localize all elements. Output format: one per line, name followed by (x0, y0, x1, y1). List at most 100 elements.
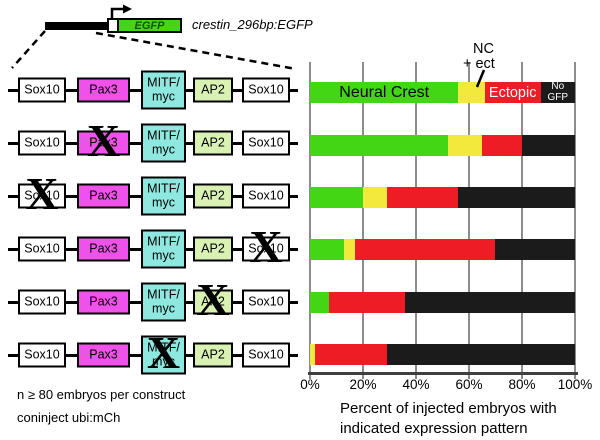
zoom-dash-left (11, 30, 46, 69)
bar-segment-no-gfp (458, 187, 575, 208)
zoom-dash-right (95, 31, 297, 71)
x-tick-0: 0% (300, 377, 320, 392)
site-box-label: myc (152, 301, 175, 315)
bar-segment-neural-crest: Neural Crest (310, 82, 459, 103)
x-tick-100: 100% (557, 377, 593, 392)
site-box-sox10: Sox10 (18, 289, 66, 315)
site-box-mitf-myc: MITF/myc (141, 229, 186, 269)
nc-ect-annotation: NC + ect (463, 42, 495, 71)
site-box-pax3: Pax3 (77, 130, 130, 156)
site-box-label: MITF/ (147, 234, 180, 249)
construct-row-sox10-right-site-mutated: Sox10 Pax3 MITF/myc AP2 Sox10 X (8, 221, 298, 273)
site-box-pax3: Pax3 (77, 77, 130, 103)
coinjection-note: coninject ubi:mCh (17, 409, 121, 425)
mutation-x-mark: X (249, 221, 283, 273)
construct-row-pax3-site-mutated: Sox10 Pax3 MITF/myc AP2 Sox10 X (8, 115, 298, 167)
neural-crest-label: Neural Crest (339, 83, 430, 101)
bar-mitf-myc-site-x (310, 344, 575, 365)
site-box-label: MITF/ (147, 287, 180, 302)
site-box-mitf-myc: MITF/myc (141, 70, 186, 110)
site-box-sox10: Sox10 (242, 130, 290, 156)
site-box-mitf-myc: MITF/myc (141, 123, 186, 163)
site-box-sox10: Sox10 (18, 183, 66, 209)
x-axis-title-line2: indicated expression pattern (340, 420, 528, 438)
site-box-ap2: AP2 (193, 130, 233, 156)
x-tick-80: 80% (508, 377, 536, 392)
footer-notes: n ≥ 80 embryos per construct coninject u… (17, 384, 185, 430)
site-box-mitf-myc: MITF/myc (141, 176, 186, 216)
site-box-label: myc (152, 89, 175, 103)
bar-segment-ectopic (315, 344, 387, 365)
site-box-ap2: AP2 (193, 236, 233, 262)
bar-segment-ectopic (328, 291, 406, 313)
ectopic-label: Ectopic (488, 84, 537, 101)
egfp-gene-box: EGFP (117, 18, 182, 33)
construct-row-ap2-site-mutated: Sox10 Pax3 MITF/myc AP2 Sox10 X (8, 274, 298, 326)
bar-sox10-right-site-x (310, 239, 575, 260)
bar-pax3-site-x (310, 134, 575, 156)
mutation-x-mark: X (86, 115, 121, 167)
site-box-ap2: AP2 (193, 289, 233, 315)
bar-segment-ectopic (386, 187, 459, 208)
x-axis-line (308, 372, 578, 375)
site-box-pax3: Pax3 (77, 183, 130, 209)
site-box-sox10: Sox10 (18, 130, 66, 156)
site-box-sox10: Sox10 (242, 183, 290, 209)
x-tick-40: 40% (402, 377, 430, 392)
site-box-sox10: Sox10 (18, 236, 66, 262)
gridline-80 (521, 62, 523, 379)
site-box-pax3: Pax3 (77, 289, 130, 315)
gridline-0 (309, 62, 311, 379)
bar-segment-no-gfp (521, 134, 575, 156)
site-box-label: myc (152, 354, 175, 368)
bar-segment-neural-crest (310, 134, 448, 156)
bar-segment-ectopic (482, 134, 522, 156)
construct-name-label: crestin_296bp:EGFP (192, 17, 313, 32)
construct-row-mitf-myc-site-mutated: Sox10 Pax3 MITF/myc AP2 Sox10 X (8, 330, 298, 377)
bar-segment-no-gfp (495, 239, 575, 260)
bar-segment-no-gfp (386, 344, 575, 365)
chart-plot-area: Neural Crest Ectopic No GFP (309, 62, 576, 379)
site-box-ap2: AP2 (193, 342, 233, 368)
site-box-label: MITF/ (147, 75, 180, 90)
site-box-label: MITF/ (147, 181, 180, 196)
bar-segment-nc-ect (344, 239, 356, 260)
site-box-ap2: AP2 (193, 77, 233, 103)
no-gfp-label: No GFP (547, 80, 569, 103)
site-box-label: myc (152, 195, 175, 209)
site-box-pax3: Pax3 (77, 342, 130, 368)
transcription-arrowhead-icon (123, 4, 132, 14)
sample-size-note: n ≥ 80 embryos per construct (17, 387, 186, 402)
gridline-40 (415, 62, 417, 379)
mutation-x-mark: X (25, 168, 59, 220)
egfp-label: EGFP (134, 19, 165, 32)
bar-segment-nc-ect (447, 134, 483, 156)
bar-segment-nc-ect (363, 187, 387, 208)
bar-segment-ectopic (355, 239, 496, 260)
bar-segment-no-gfp: No GFP (540, 80, 575, 103)
promoter-bar (45, 22, 110, 30)
bar-sox10-left-site-x (310, 187, 575, 208)
bar-segment-neural-crest (310, 239, 345, 260)
nc-ect-line2: + ect (463, 55, 495, 72)
bar-segment-neural-crest (310, 187, 363, 208)
site-box-label: MITF/ (147, 128, 180, 143)
site-box-mitf-myc: MITF/myc (141, 335, 186, 375)
x-axis-title-line1: Percent of injected embryos with (340, 400, 557, 417)
bar-segment-ectopic: Ectopic (484, 82, 541, 103)
bar-segment-nc-ect (310, 344, 316, 365)
construct-row-sox10-left-site-mutated: Sox10 Pax3 MITF/myc AP2 Sox10 X (8, 168, 298, 220)
gridline-60 (468, 62, 470, 379)
bar-segment-nc-ect (458, 82, 485, 103)
site-box-sox10: Sox10 (242, 236, 290, 262)
site-box-mitf-myc: MITF/myc (141, 282, 186, 322)
site-box-sox10: Sox10 (18, 77, 66, 103)
construct-row-intact-construct: Sox10 Pax3 MITF/myc AP2 Sox10 (8, 68, 298, 112)
site-box-sox10: Sox10 (242, 77, 290, 103)
nc-ect-line1: NC (473, 41, 494, 57)
bar-intact-construct: Neural Crest Ectopic No GFP (310, 80, 575, 103)
site-box-pax3: Pax3 (77, 236, 130, 262)
site-box-label: myc (152, 142, 175, 156)
mutation-x-mark: X (196, 274, 230, 326)
